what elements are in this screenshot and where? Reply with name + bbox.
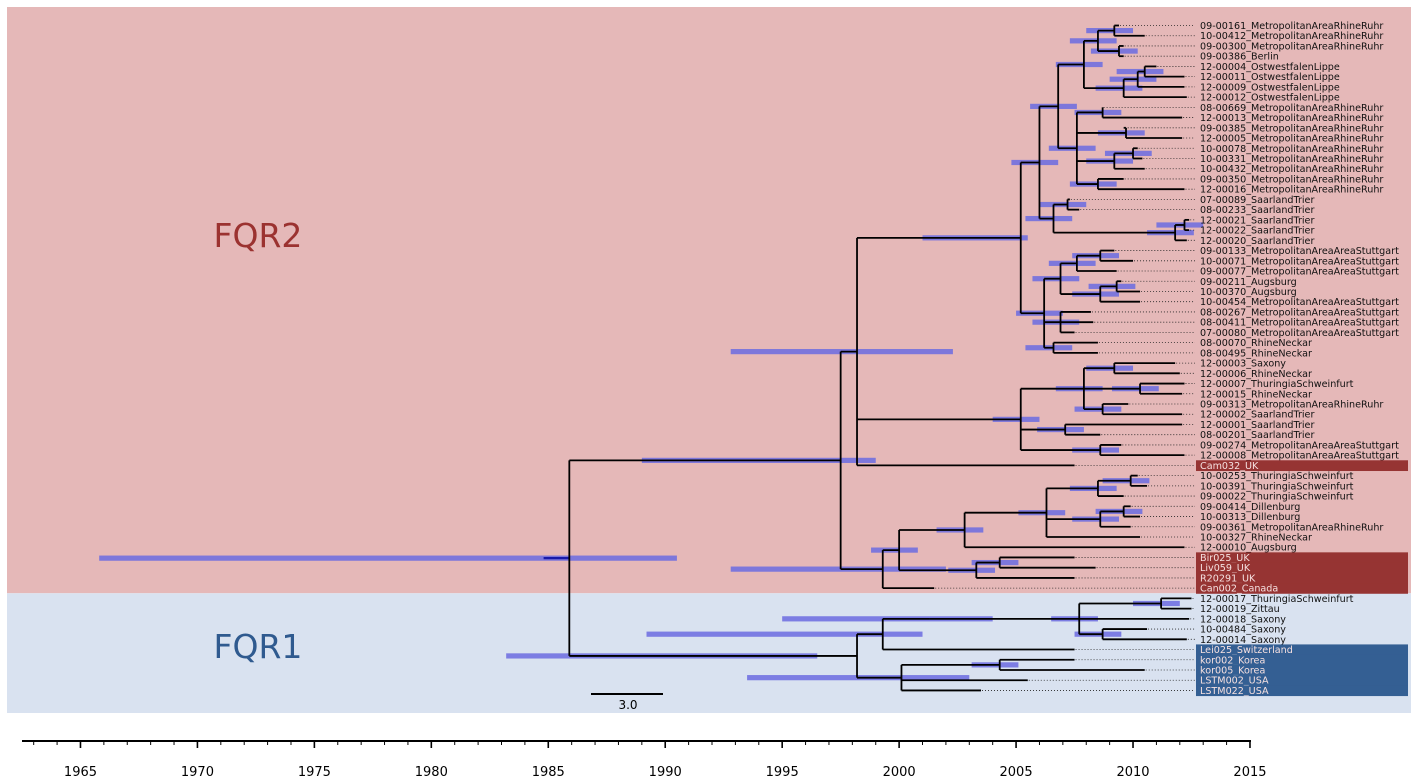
tip-label: LSTM022_USA — [1200, 686, 1269, 697]
tip-label: 09-00161_MetropolitanAreaRhineRuhr — [1200, 21, 1383, 32]
tip-label: kor002_Korea — [1200, 655, 1265, 666]
tip-label: 12-00013_MetropolitanAreaRhineRuhr — [1200, 113, 1383, 124]
tip-label: 12-00004_OstwestfalenLippe — [1200, 62, 1340, 73]
tip-label: 12-00020_SaarlandTrier — [1200, 236, 1314, 247]
tip-highlight-box — [1196, 552, 1408, 564]
tip-label: kor005_Korea — [1200, 665, 1265, 676]
group-region-fqr2 — [7, 7, 1411, 594]
tip-label: 07-00089_SaarlandTrier — [1200, 195, 1314, 206]
tip-label: 12-00012_OstwestfalenLippe — [1200, 93, 1340, 104]
tip-label: 08-00267_MetropolitanAreaAreaStuttgart — [1200, 307, 1399, 318]
tip-label: 10-00313_Dillenburg — [1200, 512, 1300, 523]
tip-label: 09-00361_MetropolitanAreaRhineRuhr — [1200, 522, 1383, 533]
tip-label: 09-00211_Augsburg — [1200, 277, 1297, 288]
tip-label: 12-00018_Saxony — [1200, 614, 1286, 625]
tip-label: 10-00253_ThuringiaSchweinfurt — [1200, 471, 1354, 482]
tip-label: 10-00391_ThuringiaSchweinfurt — [1200, 481, 1354, 492]
axis-tick-label: 1965 — [64, 765, 97, 780]
tip-label: 08-00495_RhineNeckar — [1200, 348, 1312, 359]
tip-label: 12-00017_ThuringiaSchweinfurt — [1200, 594, 1354, 605]
tip-label: Can002_Canada — [1200, 584, 1278, 595]
axis-tick-label: 2000 — [883, 765, 916, 780]
tip-label: 12-00010_Augsburg — [1200, 543, 1297, 554]
group-label-fqr1: FQR1 — [214, 627, 303, 666]
tip-label: 10-00484_Saxony — [1200, 625, 1286, 636]
tip-highlight-box — [1196, 654, 1408, 666]
tip-label: Lei025_Switzerland — [1200, 645, 1293, 656]
tip-label: 09-00300_MetropolitanAreaRhineRuhr — [1200, 41, 1383, 52]
axis-tick-label: 1995 — [766, 765, 799, 780]
tip-label: 08-00070_RhineNeckar — [1200, 338, 1312, 349]
tip-label: 12-00015_RhineNeckar — [1200, 389, 1312, 400]
axis-tick-label: 1970 — [181, 765, 214, 780]
tip-label: 12-00011_OstwestfalenLippe — [1200, 72, 1340, 83]
tip-highlight-box — [1196, 664, 1408, 676]
tip-label: 08-00411_MetropolitanAreaAreaStuttgart — [1200, 318, 1399, 329]
tip-highlight-box — [1196, 685, 1408, 697]
group-region-fqr1 — [7, 593, 1411, 713]
tip-label: 07-00080_MetropolitanAreaAreaStuttgart — [1200, 328, 1399, 339]
axis-tick-label: 1990 — [649, 765, 682, 780]
tip-label: 12-00022_SaarlandTrier — [1200, 226, 1314, 237]
tip-label: 12-00005_MetropolitanAreaRhineRuhr — [1200, 134, 1383, 145]
tip-label: 09-00077_MetropolitanAreaAreaStuttgart — [1200, 267, 1399, 278]
axis-tick-label: 1980 — [415, 765, 448, 780]
tip-label: Liv059_UK — [1200, 563, 1251, 574]
tip-label: 12-00003_Saxony — [1200, 359, 1286, 370]
tip-label: 10-00370_Augsburg — [1200, 287, 1297, 298]
tip-label: 09-00133_MetropolitanAreaAreaStuttgart — [1200, 246, 1399, 257]
tip-label: 09-00022_ThuringiaSchweinfurt — [1200, 492, 1354, 503]
tip-label: 10-00432_MetropolitanAreaRhineRuhr — [1200, 164, 1383, 175]
tip-label: 10-00331_MetropolitanAreaRhineRuhr — [1200, 154, 1383, 165]
tip-label: 12-00009_OstwestfalenLippe — [1200, 82, 1340, 93]
tip-label: 09-00313_MetropolitanAreaRhineRuhr — [1200, 400, 1383, 411]
tip-label: 09-00274_MetropolitanAreaAreaStuttgart — [1200, 440, 1399, 451]
tip-label: LSTM002_USA — [1200, 676, 1269, 687]
tip-label: 12-00019_Zittau — [1200, 604, 1280, 615]
axis-tick-label: 1975 — [298, 765, 331, 780]
tip-label: 12-00021_SaarlandTrier — [1200, 215, 1314, 226]
tip-label: 09-00414_Dillenburg — [1200, 502, 1300, 513]
axis-tick-label: 2010 — [1116, 765, 1149, 780]
tip-label: 12-00008_MetropolitanAreaAreaStuttgart — [1200, 451, 1399, 462]
node-hpd-bar — [646, 631, 923, 637]
tip-label: 12-00014_Saxony — [1200, 635, 1286, 646]
tip-highlight-box — [1196, 583, 1408, 594]
tip-highlight-box — [1196, 644, 1408, 656]
node-hpd-bar — [99, 555, 677, 561]
group-label-fqr2: FQR2 — [214, 216, 303, 255]
tip-label: 08-00669_MetropolitanAreaRhineRuhr — [1200, 103, 1383, 114]
tip-label: Cam032_UK — [1200, 461, 1259, 472]
tip-label: 10-00412_MetropolitanAreaRhineRuhr — [1200, 31, 1383, 42]
axis-tick-label: 2015 — [1233, 765, 1266, 780]
tip-label: 09-00350_MetropolitanAreaRhineRuhr — [1200, 174, 1383, 185]
tip-label: 10-00078_MetropolitanAreaRhineRuhr — [1200, 144, 1383, 155]
scale-bar-label: 3.0 — [618, 698, 637, 712]
tip-highlight-box — [1196, 572, 1408, 584]
axis-tick-label: 1985 — [532, 765, 565, 780]
tip-label: 12-00007_ThuringiaSchweinfurt — [1200, 379, 1354, 390]
tip-label: 12-00016_MetropolitanAreaRhineRuhr — [1200, 185, 1383, 196]
tip-label: 10-00454_MetropolitanAreaAreaStuttgart — [1200, 297, 1399, 308]
tip-label: 09-00385_MetropolitanAreaRhineRuhr — [1200, 123, 1383, 134]
tip-label: 12-00001_SaarlandTrier — [1200, 420, 1314, 431]
tip-label: 09-00386_Berlin — [1200, 52, 1279, 63]
tip-highlight-box — [1196, 460, 1408, 472]
tip-label: 10-00071_MetropolitanAreaAreaStuttgart — [1200, 256, 1399, 267]
node-hpd-bar — [730, 566, 946, 572]
tip-highlight-box — [1196, 562, 1408, 574]
tip-label: Bir025_UK — [1200, 553, 1250, 564]
tip-label: 08-00233_SaarlandTrier — [1200, 205, 1314, 216]
tip-label: 08-00201_SaarlandTrier — [1200, 430, 1314, 441]
tip-label: 12-00006_RhineNeckar — [1200, 369, 1312, 380]
axis-tick-label: 2005 — [1000, 765, 1033, 780]
tip-label: R20291_UK — [1200, 573, 1256, 584]
tip-highlight-box — [1196, 675, 1408, 686]
tip-label: 12-00002_SaarlandTrier — [1200, 410, 1314, 421]
tip-label: 10-00327_RhineNeckar — [1200, 533, 1312, 544]
